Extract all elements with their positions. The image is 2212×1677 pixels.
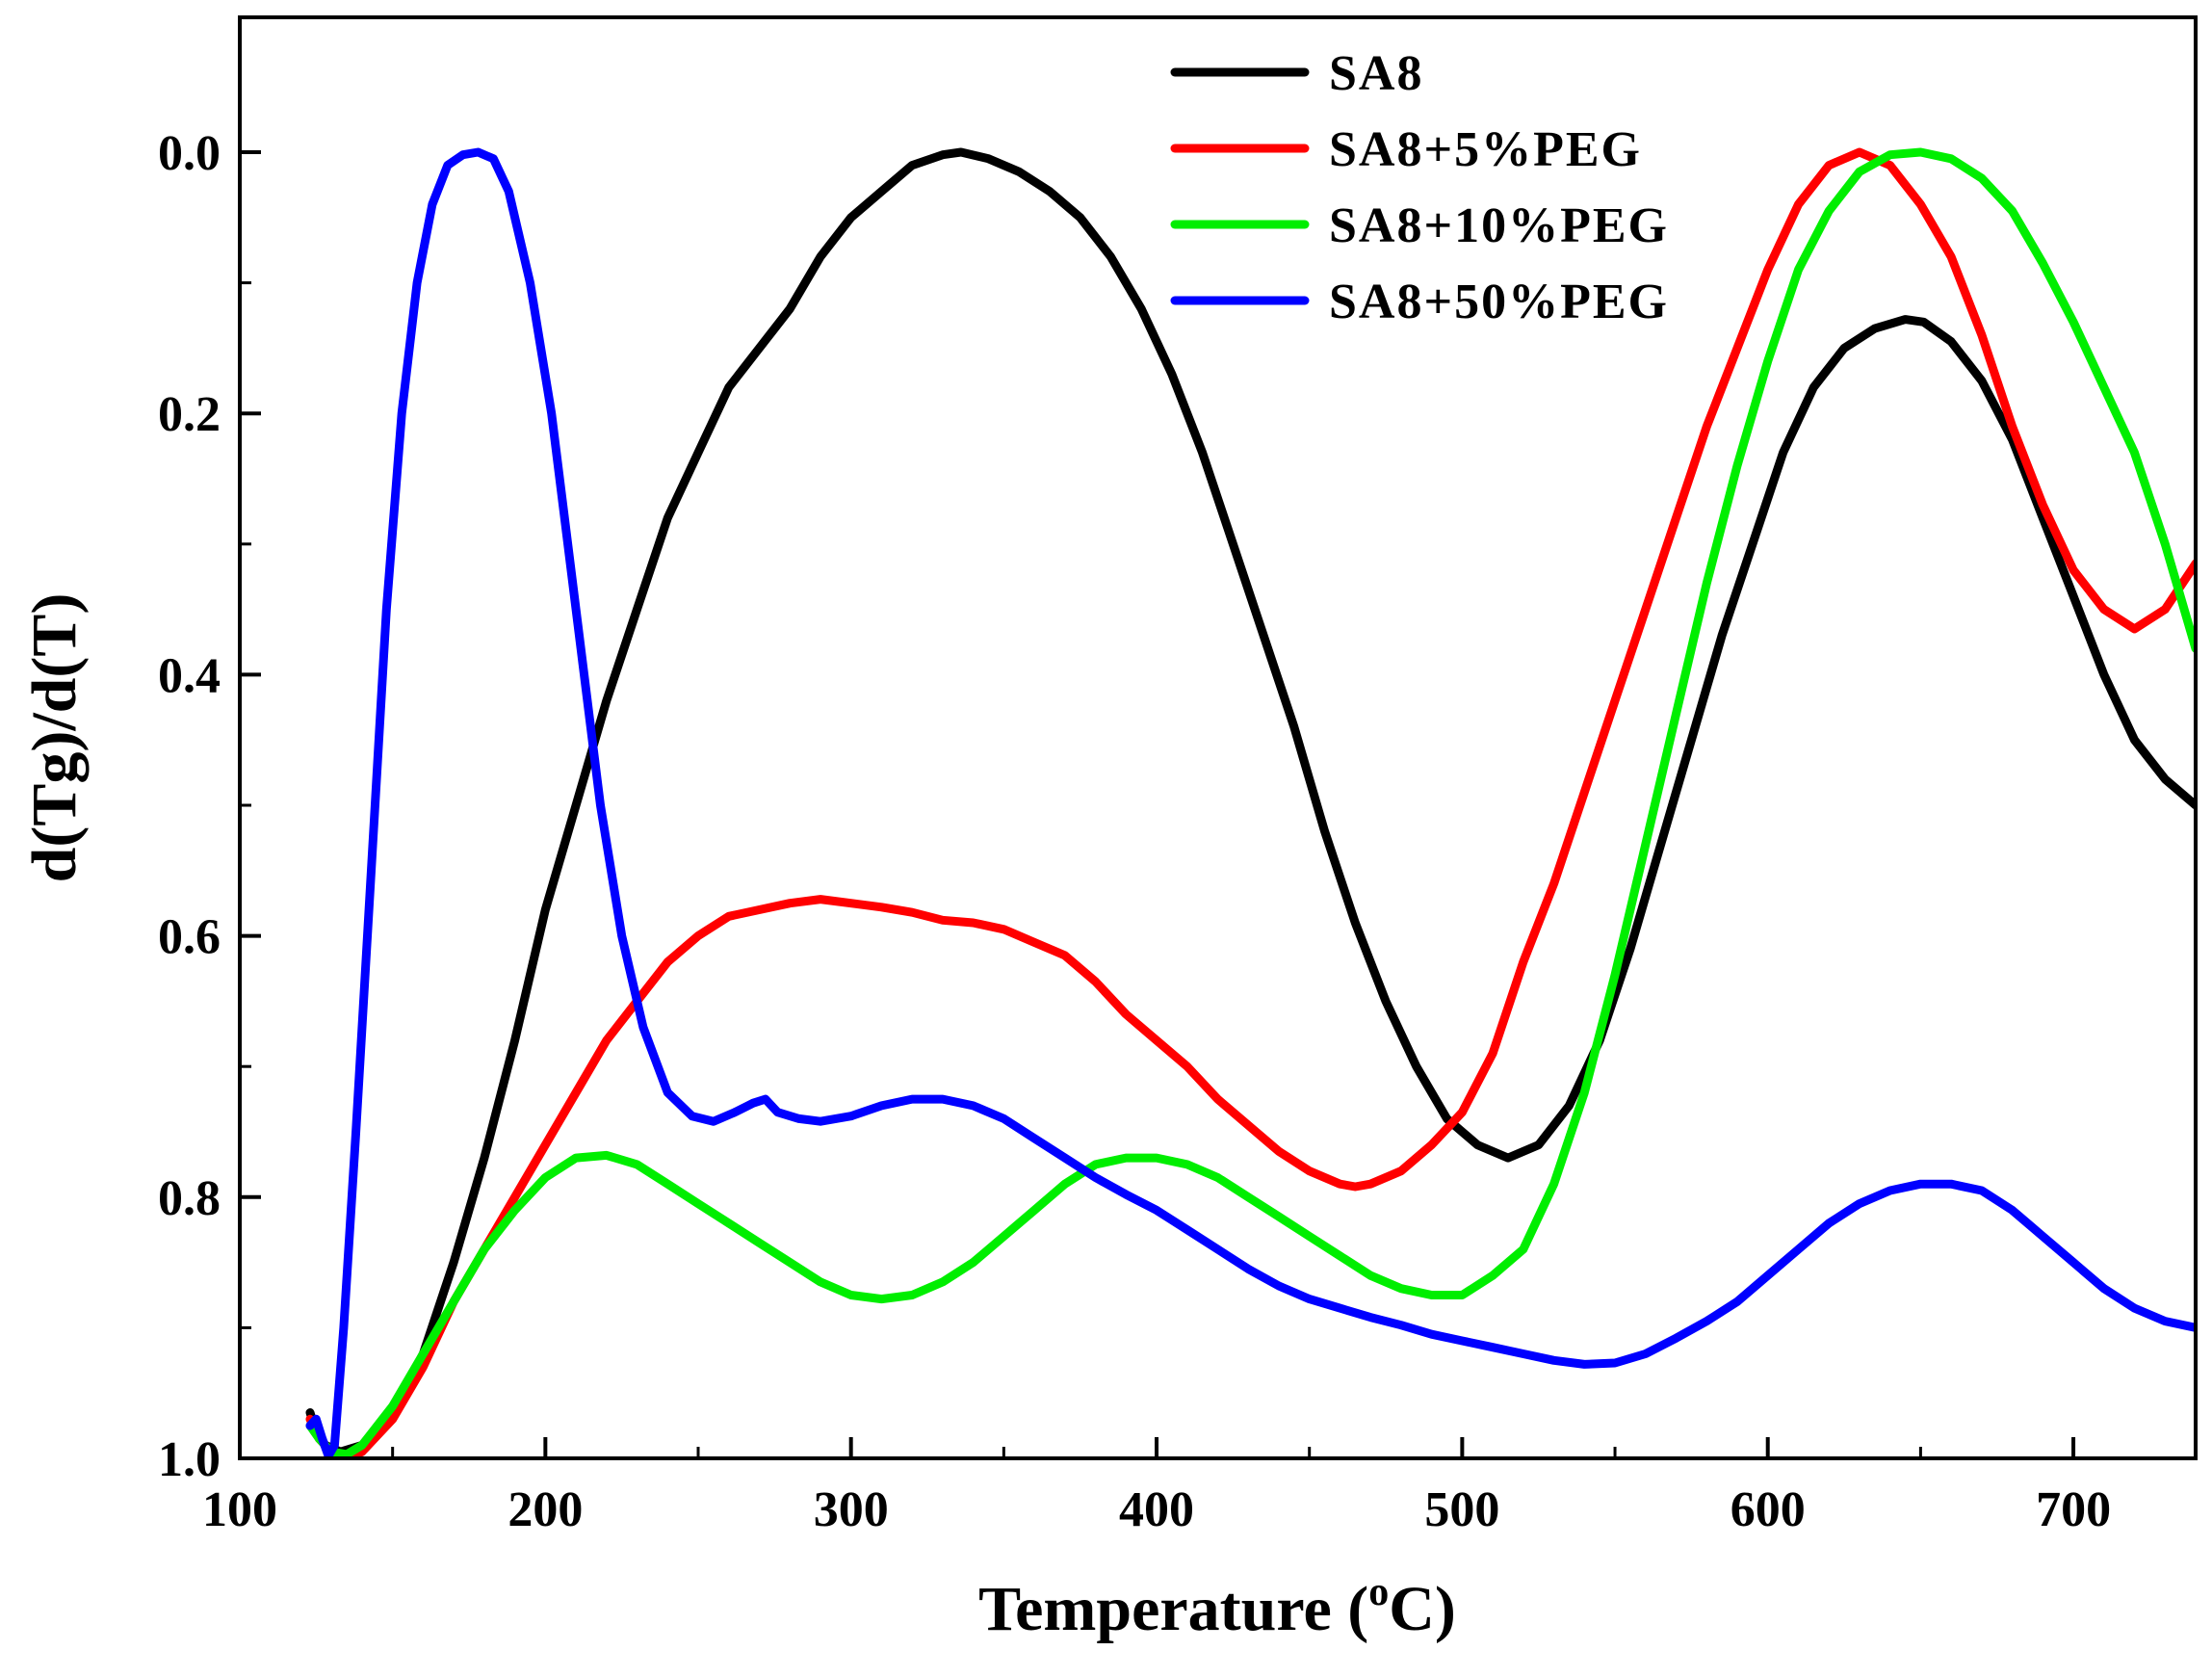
x-axis: 100 200 300 400 500 600 700 <box>202 1437 2111 1537</box>
y-tick-label: 1.0 <box>158 1432 221 1487</box>
y-tick-label: 0.0 <box>158 126 221 181</box>
x-tick-label: 100 <box>202 1482 277 1537</box>
x-tick-label: 400 <box>1119 1482 1194 1537</box>
y-tick-label: 0.8 <box>158 1171 221 1226</box>
legend-label: SA8+10%PEG <box>1329 198 1669 253</box>
x-tick-label: 200 <box>507 1482 583 1537</box>
series-line-sa8-10-peg <box>305 147 2196 1458</box>
legend: SA8 SA8+5%PEG SA8+10%PEG SA8+50%PEG <box>1170 46 1669 329</box>
y-tick-label: 0.6 <box>158 910 221 965</box>
x-tick-label: 700 <box>2036 1482 2111 1537</box>
series-group <box>305 147 2196 1458</box>
x-axis-title: Temperature (oC) <box>978 1570 1456 1644</box>
legend-label: SA8+50%PEG <box>1329 275 1669 329</box>
y-axis-title: d(Tg)/d(T) <box>19 593 90 883</box>
legend-label: SA8 <box>1329 46 1423 101</box>
series-line-sa8-5-peg <box>305 147 2196 1458</box>
y-axis: 0.0 0.2 0.4 0.6 0.8 1.0 <box>158 126 261 1487</box>
x-tick-label: 600 <box>1731 1482 1806 1537</box>
x-tick-label: 300 <box>814 1482 889 1537</box>
series-line-sa8 <box>305 147 2196 1456</box>
plot-area <box>305 147 2196 1458</box>
plot-frame <box>238 15 2198 1460</box>
legend-label: SA8+5%PEG <box>1329 122 1642 177</box>
y-tick-label: 0.4 <box>158 648 221 703</box>
x-tick-label: 500 <box>1424 1482 1499 1537</box>
series-line-sa8-50-peg <box>305 147 2196 1458</box>
y-tick-label: 0.2 <box>158 387 221 442</box>
